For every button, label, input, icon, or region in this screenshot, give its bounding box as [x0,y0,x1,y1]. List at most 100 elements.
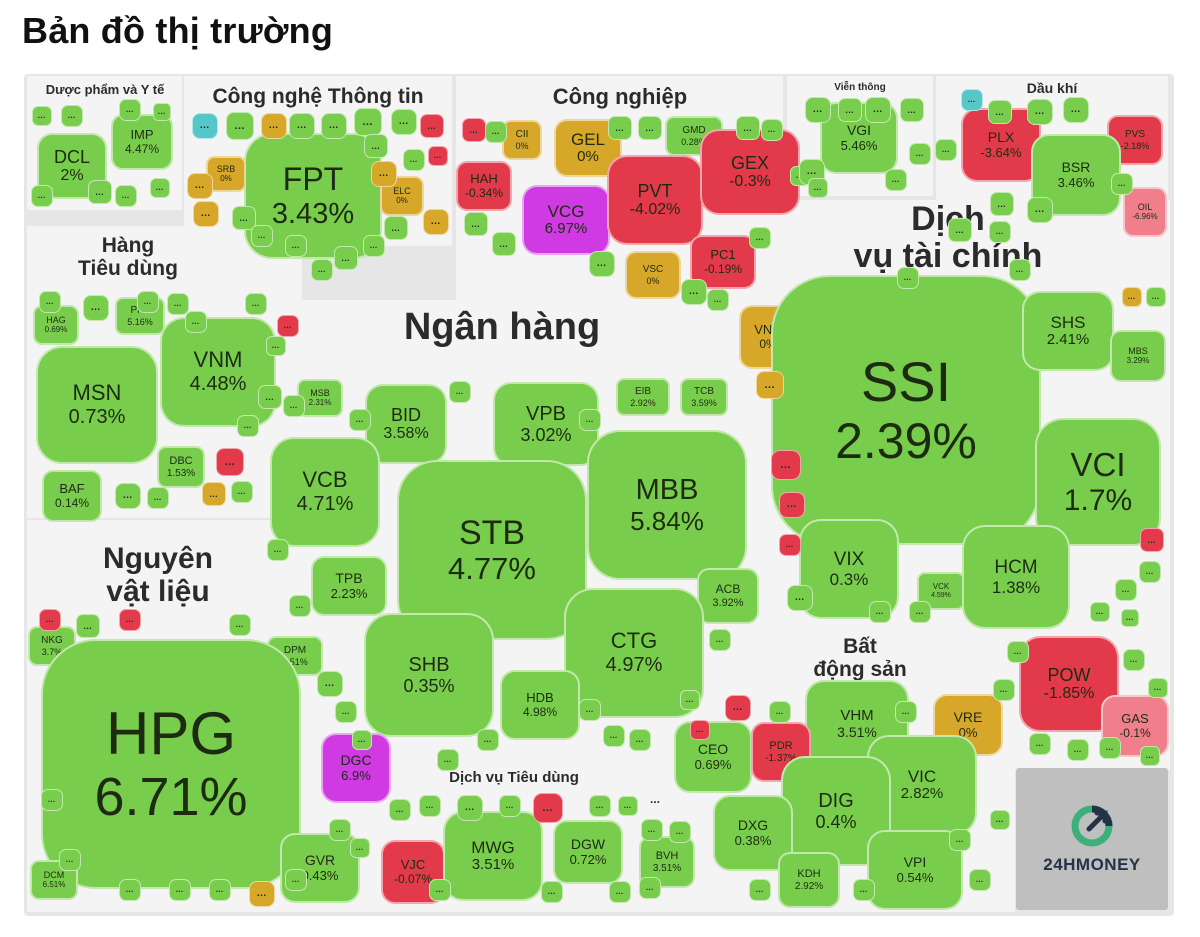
minor-stock-tile[interactable]: … [403,149,425,171]
stock-tile-shb[interactable]: SHB 0.35% [364,613,494,737]
minor-stock-tile[interactable]: … [948,218,972,242]
minor-stock-tile[interactable]: … [419,795,441,817]
minor-stock-tile[interactable]: … [283,395,305,417]
minor-stock-tile[interactable]: … [389,799,411,821]
minor-stock-tile[interactable]: … [150,178,170,198]
minor-stock-tile[interactable]: … [119,99,141,121]
minor-stock-tile[interactable]: … [909,601,931,623]
minor-stock-tile[interactable]: … [993,679,1015,701]
stock-tile-mbs[interactable]: MBS 3.29% [1110,330,1166,382]
minor-stock-tile[interactable]: … [352,730,372,750]
minor-stock-tile[interactable]: … [1027,99,1053,125]
stock-tile-hdb[interactable]: HDB 4.98% [500,670,580,740]
minor-stock-tile[interactable]: … [384,216,408,240]
minor-stock-tile[interactable]: … [1146,287,1166,307]
minor-stock-tile[interactable]: … [869,601,891,623]
minor-stock-tile[interactable]: … [423,209,449,235]
minor-stock-tile[interactable]: … [391,109,417,135]
stock-tile-baf[interactable]: BAF 0.14% [42,470,102,522]
minor-stock-tile[interactable]: … [579,409,601,431]
minor-stock-tile[interactable]: … [579,699,601,721]
minor-stock-tile[interactable]: … [192,113,218,139]
minor-stock-tile[interactable]: … [231,481,253,503]
minor-stock-tile[interactable]: … [371,161,397,187]
minor-stock-tile[interactable]: … [895,701,917,723]
minor-stock-tile[interactable]: … [32,106,52,126]
minor-stock-tile[interactable]: … [1148,678,1168,698]
minor-stock-tile[interactable]: … [900,98,924,122]
minor-stock-tile[interactable]: … [216,448,244,476]
minor-stock-tile[interactable]: … [589,795,611,817]
stock-tile-tpb[interactable]: TPB 2.23% [311,556,387,616]
minor-stock-tile[interactable]: … [639,877,661,899]
minor-stock-tile[interactable]: … [769,701,791,723]
minor-stock-tile[interactable]: … [1007,641,1029,663]
minor-stock-tile[interactable]: … [169,879,191,901]
minor-stock-tile[interactable]: … [335,701,357,723]
minor-stock-tile[interactable]: … [232,206,256,230]
minor-stock-tile[interactable]: … [334,246,358,270]
minor-stock-tile[interactable]: … [990,810,1010,830]
minor-stock-tile[interactable]: … [462,118,486,142]
minor-stock-tile[interactable]: … [83,295,109,321]
minor-stock-tile[interactable]: … [193,201,219,227]
stock-tile-gex[interactable]: GEX -0.3% [700,129,800,215]
minor-stock-tile[interactable]: … [853,879,875,901]
minor-stock-tile[interactable]: … [949,829,971,851]
minor-stock-tile[interactable]: … [61,105,83,127]
minor-stock-tile[interactable]: … [749,879,771,901]
minor-stock-tile[interactable]: … [249,881,275,907]
minor-stock-tile[interactable]: … [989,221,1011,243]
minor-stock-tile[interactable]: … [354,108,382,136]
minor-stock-tile[interactable]: … [137,291,159,313]
minor-stock-tile[interactable]: … [115,185,137,207]
minor-stock-tile[interactable]: … [805,97,831,123]
minor-stock-tile[interactable]: … [808,178,828,198]
minor-stock-tile[interactable]: … [1090,602,1110,622]
minor-stock-tile[interactable]: … [779,534,801,556]
minor-stock-tile[interactable]: … [961,89,983,111]
minor-stock-tile[interactable]: … [31,185,53,207]
minor-stock-tile[interactable]: … [492,232,516,256]
minor-stock-tile[interactable]: … [761,119,783,141]
minor-stock-tile[interactable]: … [629,729,651,751]
stock-tile-dbc[interactable]: DBC 1.53% [157,446,205,488]
stock-tile-eib[interactable]: EIB 2.92% [616,378,670,416]
minor-stock-tile[interactable]: … [749,227,771,249]
minor-stock-tile[interactable]: … [1121,609,1139,627]
stock-tile-vci[interactable]: VCI 1.7% [1035,418,1161,546]
minor-stock-tile[interactable]: … [988,100,1012,124]
minor-stock-tile[interactable]: … [115,483,141,509]
minor-stock-tile[interactable]: … [990,192,1014,216]
stock-tile-pvt[interactable]: PVT -4.02% [607,155,703,245]
minor-stock-tile[interactable]: … [258,385,282,409]
minor-stock-tile[interactable]: … [202,482,226,506]
minor-stock-tile[interactable]: … [935,139,957,161]
minor-stock-tile[interactable]: … [1063,97,1089,123]
stock-tile-vcg[interactable]: VCG 6.97% [522,185,610,255]
minor-stock-tile[interactable]: … [1009,259,1031,281]
minor-stock-tile[interactable]: … [680,690,700,710]
minor-stock-tile[interactable]: … [237,415,259,437]
minor-stock-tile[interactable]: … [185,311,207,333]
minor-stock-tile[interactable]: … [420,114,444,138]
stock-tile-vcb[interactable]: VCB 4.71% [270,437,380,547]
stock-tile-cii[interactable]: CII 0% [502,120,542,160]
minor-stock-tile[interactable]: … [119,609,141,631]
minor-stock-tile[interactable]: … [608,116,632,140]
minor-stock-tile[interactable]: … [638,116,662,140]
stock-tile-dgw[interactable]: DGW 0.72% [553,820,623,884]
minor-stock-tile[interactable]: … [167,293,189,315]
minor-stock-tile[interactable]: … [289,113,315,139]
minor-stock-tile[interactable]: … [1029,733,1051,755]
stock-tile-dcm[interactable]: DCM 6.51% [30,860,78,900]
minor-stock-tile[interactable]: … [897,267,919,289]
minor-stock-tile[interactable]: … [350,838,370,858]
minor-stock-tile[interactable]: … [428,146,448,166]
stock-tile-acb[interactable]: ACB 3.92% [697,568,759,624]
minor-stock-tile[interactable]: … [618,796,638,816]
minor-stock-tile[interactable]: … [541,881,563,903]
minor-stock-tile[interactable]: … [119,879,141,901]
minor-stock-tile[interactable]: … [277,315,299,337]
minor-stock-tile[interactable]: … [153,103,171,121]
